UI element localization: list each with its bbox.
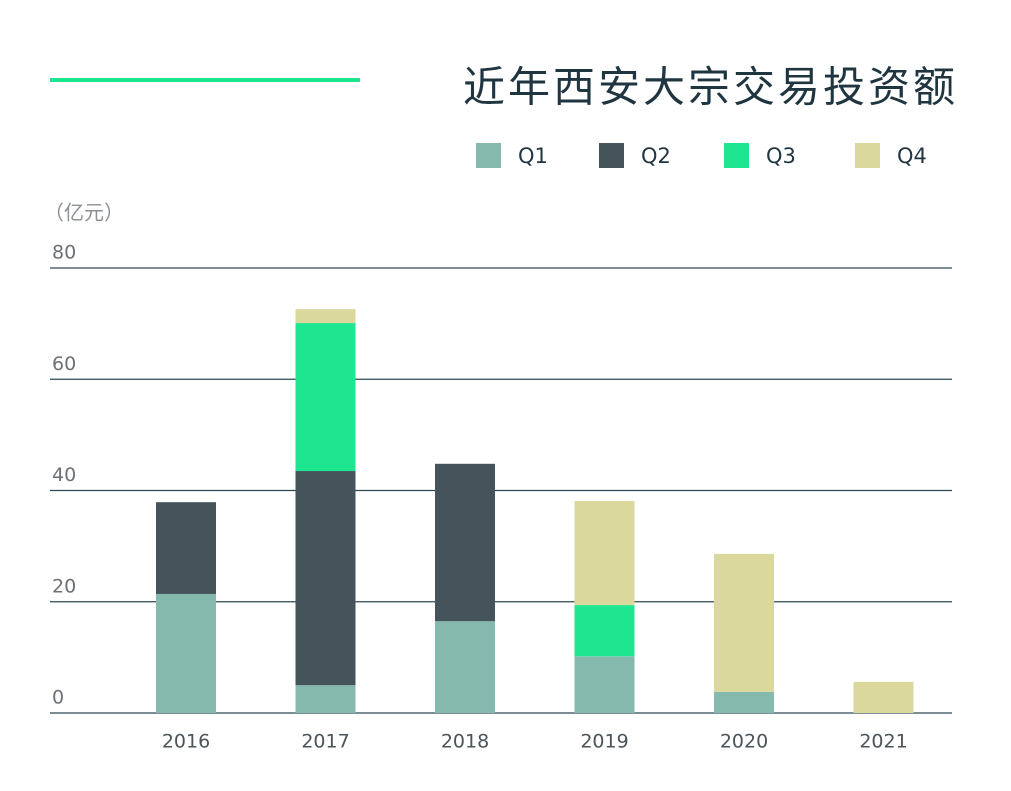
y-tick-label: 40	[52, 464, 76, 486]
bar-segment	[714, 691, 774, 713]
bar-segment	[574, 605, 635, 657]
x-tick-label: 2019	[580, 731, 628, 753]
legend-label: Q1	[518, 144, 548, 168]
y-tick-label: 60	[52, 353, 76, 375]
bar-segment	[156, 593, 216, 713]
x-tick-label: 2020	[720, 731, 768, 753]
bar-segment	[156, 502, 216, 594]
bar-segment	[295, 323, 356, 472]
y-tick-label: 80	[52, 242, 76, 264]
bar-segment	[714, 553, 774, 692]
y-tick-label: 20	[52, 575, 76, 597]
chart-title: 近年西安大宗交易投资额	[463, 63, 958, 112]
legend-swatch	[476, 143, 501, 168]
y-tick-label: 0	[52, 687, 64, 709]
bar-segment	[574, 501, 635, 606]
x-tick-label: 2021	[859, 731, 907, 753]
legend-label: Q3	[766, 144, 796, 168]
bar-segment	[435, 621, 495, 713]
y-axis-label: （亿元）	[44, 201, 124, 225]
x-tick-label: 2017	[301, 731, 349, 753]
legend-label: Q4	[897, 144, 927, 168]
legend-swatch	[724, 143, 749, 168]
bar-segment	[295, 471, 356, 686]
bar-segment	[435, 463, 495, 622]
bar-segment	[295, 685, 356, 713]
x-tick-label: 2018	[441, 731, 489, 753]
bar-segment	[853, 681, 914, 713]
bar-segment	[295, 309, 356, 324]
legend-label: Q2	[641, 144, 671, 168]
legend-swatch	[855, 143, 880, 168]
bar-segment	[574, 656, 635, 713]
x-tick-label: 2016	[162, 731, 210, 753]
legend-swatch	[599, 143, 624, 168]
